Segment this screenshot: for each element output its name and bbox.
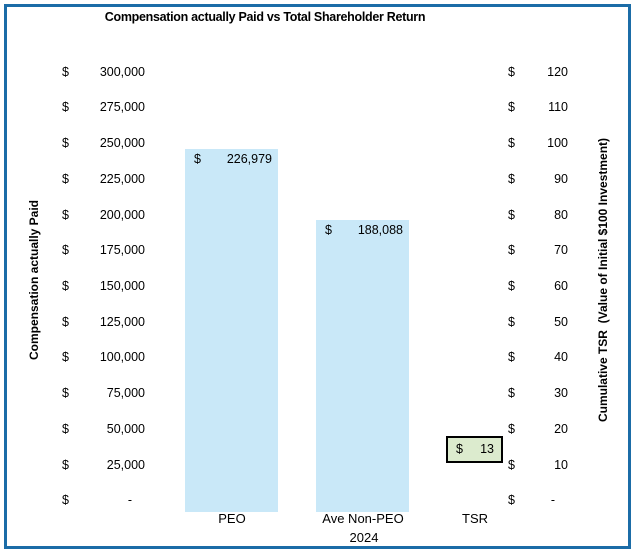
tick-value: -	[127, 493, 132, 507]
currency-symbol: $	[62, 136, 69, 150]
left-axis-tick: $200,000	[62, 208, 145, 222]
currency-symbol: $	[508, 350, 515, 364]
currency-symbol: $	[62, 279, 69, 293]
right-axis-tick: $20	[508, 422, 568, 436]
chart-title: Compensation actually Paid vs Total Shar…	[104, 10, 426, 24]
right-axis-tick: $10	[508, 458, 568, 472]
currency-symbol: $	[62, 172, 69, 186]
currency-symbol: $	[62, 100, 69, 114]
tick-value: 225,000	[99, 172, 145, 186]
right-axis-tick: $100	[508, 136, 568, 150]
tick-value: 10	[554, 458, 568, 472]
tick-value: 120	[547, 65, 568, 79]
currency-symbol: $	[62, 350, 69, 364]
tick-value: 75,000	[106, 386, 145, 400]
currency-symbol: $	[508, 458, 515, 472]
tick-value: 50	[554, 315, 568, 329]
tick-value: -	[550, 493, 555, 507]
left-axis-tick: $75,000	[62, 386, 145, 400]
tick-value: 150,000	[99, 279, 145, 293]
right-axis-tick: $90	[508, 172, 568, 186]
bar-tsr[interactable]: $ 13	[446, 436, 503, 463]
right-axis-tick: $ -	[508, 493, 568, 507]
left-axis-tick: $300,000	[62, 65, 145, 79]
left-axis-tick: $275,000	[62, 100, 145, 114]
right-axis-tick: $30	[508, 386, 568, 400]
x-label-ave-non-peo: Ave Non-PEO	[322, 511, 404, 526]
left-axis-tick: $50,000	[62, 422, 145, 436]
currency-symbol: $	[508, 100, 515, 114]
left-axis-tick: $225,000	[62, 172, 145, 186]
currency-symbol: $	[325, 223, 332, 237]
currency-symbol: $	[62, 493, 69, 507]
bar-value: 13	[480, 442, 494, 456]
bar-value: 188,088	[357, 223, 403, 237]
tick-value: 60	[554, 279, 568, 293]
currency-symbol: $	[508, 422, 515, 436]
currency-symbol: $	[62, 208, 69, 222]
bar-ave-non-peo-data-label: $ 188,088	[316, 220, 409, 237]
tick-value: 300,000	[99, 65, 145, 79]
tick-value: 30	[554, 386, 568, 400]
currency-symbol: $	[508, 136, 515, 150]
currency-symbol: $	[62, 422, 69, 436]
currency-symbol: $	[62, 243, 69, 257]
bar-peo-data-label: $ 226,979	[185, 149, 278, 166]
currency-symbol: $	[508, 65, 515, 79]
bar-value: 226,979	[226, 152, 272, 166]
bar-tsr-data-label: $ 13	[448, 438, 501, 460]
tick-value: 25,000	[106, 458, 145, 472]
left-axis-tick: $175,000	[62, 243, 145, 257]
tick-value: 100,000	[99, 350, 145, 364]
currency-symbol: $	[508, 279, 515, 293]
tick-value: 40	[554, 350, 568, 364]
right-axis-tick: $80	[508, 208, 568, 222]
right-axis-title: Cumulative TSR (Value of Initial $100 In…	[596, 137, 610, 423]
tick-value: 175,000	[99, 243, 145, 257]
right-axis-tick: $70	[508, 243, 568, 257]
currency-symbol: $	[62, 315, 69, 329]
right-axis-tick: $40	[508, 350, 568, 364]
x-label-year: 2024	[349, 530, 379, 545]
left-axis-title: Compensation actually Paid	[27, 199, 41, 361]
tick-value: 125,000	[99, 315, 145, 329]
tick-value: 250,000	[99, 136, 145, 150]
currency-symbol: $	[508, 386, 515, 400]
tick-value: 20	[554, 422, 568, 436]
currency-symbol: $	[62, 458, 69, 472]
currency-symbol: $	[508, 172, 515, 186]
tick-value: 50,000	[106, 422, 145, 436]
currency-symbol: $	[456, 442, 463, 456]
left-axis-tick: $25,000	[62, 458, 145, 472]
currency-symbol: $	[62, 65, 69, 79]
tick-value: 70	[554, 243, 568, 257]
left-axis-tick: $ -	[62, 493, 145, 507]
currency-symbol: $	[508, 315, 515, 329]
right-axis-tick: $60	[508, 279, 568, 293]
currency-symbol: $	[62, 386, 69, 400]
tick-value: 80	[554, 208, 568, 222]
left-axis-tick: $125,000	[62, 315, 145, 329]
currency-symbol: $	[508, 493, 515, 507]
right-axis-tick: $50	[508, 315, 568, 329]
right-axis-tick: $120	[508, 65, 568, 79]
tick-value: 200,000	[99, 208, 145, 222]
tick-value: 90	[554, 172, 568, 186]
left-axis-tick: $100,000	[62, 350, 145, 364]
currency-symbol: $	[194, 152, 201, 166]
bar-peo[interactable]: $ 226,979	[185, 149, 278, 512]
right-axis-tick: $110	[508, 100, 568, 114]
x-label-peo: PEO	[218, 511, 246, 526]
bar-ave-non-peo[interactable]: $ 188,088	[316, 220, 409, 512]
x-label-tsr: TSR	[462, 511, 488, 526]
tick-value: 100	[547, 136, 568, 150]
tick-value: 110	[548, 100, 568, 114]
currency-symbol: $	[508, 208, 515, 222]
tick-value: 275,000	[99, 100, 145, 114]
currency-symbol: $	[508, 243, 515, 257]
left-axis-tick: $150,000	[62, 279, 145, 293]
left-axis-tick: $250,000	[62, 136, 145, 150]
